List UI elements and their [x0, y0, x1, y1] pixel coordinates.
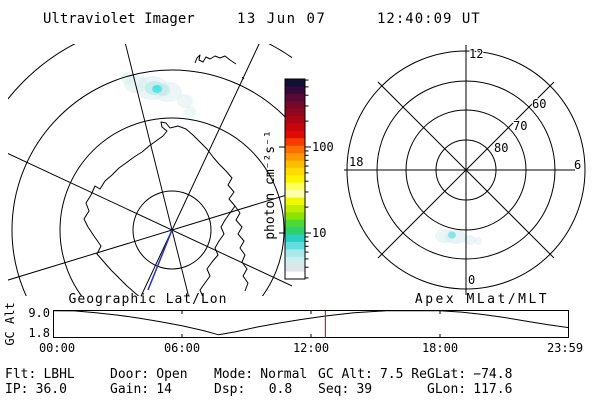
geographic-panel — [8, 44, 292, 296]
ground-track-line — [147, 229, 173, 291]
status-glon: GLon: 117.6 — [427, 382, 512, 397]
xtick-2359: 23:59 — [547, 341, 583, 355]
colorbar-bands — [285, 79, 305, 280]
status-door: Door: Open — [110, 367, 188, 382]
gc-alt-ylabel: GC Alt — [3, 302, 17, 345]
status-flt: Flt: LBHL — [5, 367, 75, 382]
lat-ring-label-70: 70 — [513, 119, 527, 133]
lat-ring-label-60: 60 — [532, 97, 546, 111]
time-text: 12:40:09 UT — [377, 11, 481, 27]
status-ip: IP: 36.0 — [5, 382, 67, 397]
geographic-caption: Geographic Lat/Lon — [69, 292, 228, 307]
xtick-1200: 12:00 — [293, 341, 329, 355]
mlt-label-6: 6 — [574, 158, 581, 172]
apex-grid — [344, 45, 586, 295]
status-gcalt: GC Alt: 7.5 Re — [318, 367, 427, 382]
colorbar-units-label: photon cm⁻²s⁻¹ — [263, 130, 278, 240]
status-glat: GLat: −74.8 — [427, 367, 512, 382]
coastline — [83, 54, 249, 296]
colorbar-frame — [284, 78, 306, 280]
mlt-label-0: 0 — [468, 273, 475, 287]
app-title: Ultraviolet Imager — [43, 11, 195, 27]
aurora-patch-apex — [435, 229, 482, 245]
date-text: 13 Jun 07 — [237, 11, 326, 27]
gc-alt-axis-ticks — [181, 311, 441, 337]
status-dsp: Dsp: 0.8 — [214, 382, 292, 397]
lat-ring-label-80: 80 — [494, 141, 508, 155]
xtick-1800: 18:00 — [422, 341, 458, 355]
gc-alt-frame — [53, 310, 569, 338]
aurora-patch-geographic — [121, 72, 196, 118]
colorbar-ticks — [279, 79, 311, 279]
title-bar: Ultraviolet Imager 13 Jun 07 12:40:09 UT — [43, 11, 481, 27]
gc-alt-strip: GC Alt 9.0 1.8 00:00 06:00 12:00 18:00 2… — [3, 302, 583, 355]
colorbar-tick-label-10: 10 — [312, 226, 326, 240]
mlt-label-12: 12 — [469, 47, 483, 61]
xtick-0600: 06:00 — [164, 341, 200, 355]
gc-alt-ytick-9: 9.0 — [28, 306, 50, 320]
status-bar: Flt: LBHL IP: 36.0 Door: Open Gain: 14 Mode:… — [5, 367, 512, 397]
status-seq: Seq: 39 — [318, 382, 372, 397]
xtick-0000: 00:00 — [39, 341, 75, 355]
apex-panel: 12 18 6 0 60 70 80 — [344, 45, 586, 295]
apex-caption: Apex MLat/MLT — [415, 292, 549, 307]
mlt-label-18: 18 — [349, 155, 363, 169]
gc-alt-curve — [53, 310, 569, 338]
status-mode: Mode: Normal — [214, 367, 307, 382]
colorbar-tick-label-100: 100 — [312, 140, 334, 154]
status-gain: Gain: 14 — [110, 382, 172, 397]
colorbar: 100 10 photon cm⁻²s⁻¹ — [263, 78, 334, 280]
gc-alt-ytick-1.8: 1.8 — [28, 326, 50, 340]
geographic-grid — [8, 44, 292, 296]
